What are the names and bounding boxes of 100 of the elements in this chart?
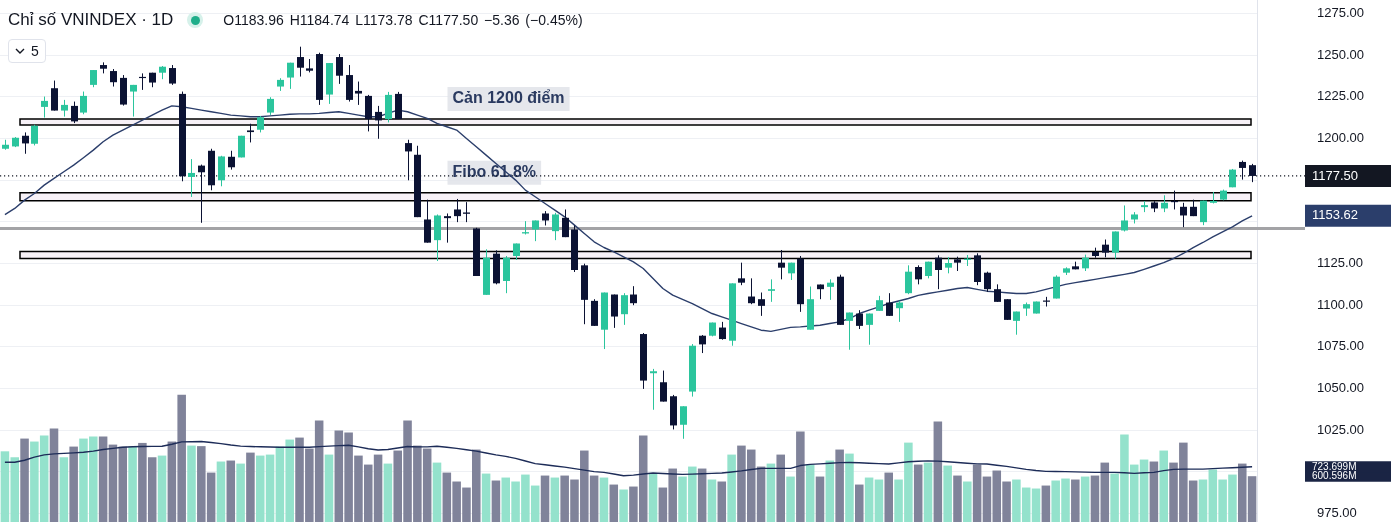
- candlestick: [856, 309, 863, 330]
- candlestick: [365, 94, 372, 132]
- bar: [324, 454, 334, 522]
- bar: [953, 475, 962, 522]
- bar: [1071, 479, 1080, 522]
- bar: [236, 463, 245, 522]
- candlestick: [738, 262, 745, 286]
- candlestick: [424, 199, 431, 244]
- bar: [963, 481, 972, 522]
- candlestick: [336, 53, 343, 85]
- bar: [707, 479, 717, 522]
- candlestick: [562, 208, 569, 238]
- bar: [20, 438, 29, 522]
- bar: [805, 464, 815, 522]
- bar: [796, 431, 805, 522]
- ref-line-label: 1177.50: [1312, 167, 1359, 183]
- text: O1183.96 H1184.74 L1173.78 C1177.50 −5.36 (−0.45%): [223, 12, 583, 28]
- candlestick: [1121, 204, 1128, 232]
- bar: [69, 446, 78, 522]
- candlestick: [454, 198, 461, 223]
- candlestick: [130, 84, 137, 118]
- y-tick-label: 1025.00: [1317, 421, 1364, 437]
- bar: [540, 475, 550, 522]
- candlestick: [758, 292, 765, 317]
- candlestick: [503, 255, 510, 294]
- bar: [550, 477, 560, 522]
- bar: [1149, 461, 1159, 522]
- text: 1153.62: [1312, 207, 1359, 223]
- bar: [717, 481, 727, 522]
- candlestick: [915, 264, 922, 285]
- candlestick: [355, 81, 362, 106]
- candlestick: [621, 292, 628, 326]
- bar: [157, 455, 167, 522]
- bar: [786, 476, 795, 522]
- candlestick: [866, 313, 873, 346]
- bar: [835, 449, 844, 522]
- y-tick-label: 1050.00: [1317, 380, 1364, 396]
- candlestick: [984, 271, 991, 293]
- candlestick: [1249, 163, 1256, 183]
- bar: [1159, 450, 1168, 522]
- candlestick: [22, 131, 29, 155]
- bar: [599, 477, 609, 522]
- candlestick: [768, 278, 775, 303]
- candlestick: [935, 254, 942, 290]
- bar: [855, 484, 864, 522]
- candlestick: [463, 201, 470, 223]
- band-label: Cản 1200 điểm: [452, 89, 565, 107]
- bar: [491, 480, 501, 522]
- bar: [1198, 479, 1208, 522]
- bar: [226, 460, 236, 522]
- bar: [1100, 462, 1110, 522]
- bar: [383, 463, 393, 522]
- candlestick: [297, 46, 304, 78]
- candlestick: [630, 285, 637, 306]
- candlestick: [405, 139, 412, 181]
- bar: [943, 465, 952, 522]
- annotation: 5: [31, 43, 39, 59]
- candlestick: [71, 101, 78, 124]
- bar: [246, 452, 255, 522]
- y-tick-label: 975.00: [1317, 505, 1357, 521]
- y-tick-label: 1200.00: [1317, 130, 1364, 145]
- bar: [884, 472, 894, 522]
- candlestick: [905, 264, 912, 295]
- y-tick-label: 1250.00: [1317, 46, 1364, 62]
- candlestick: [218, 155, 225, 187]
- candlestick: [247, 123, 254, 143]
- bar: [923, 462, 933, 522]
- bar: [432, 462, 442, 522]
- bar: [187, 445, 196, 522]
- bar: [825, 460, 835, 522]
- candlestick: [1112, 230, 1119, 260]
- candlestick: [1180, 202, 1187, 228]
- candlestick: [886, 292, 893, 317]
- candlestick: [228, 150, 235, 171]
- candlestick: [650, 368, 657, 411]
- bar: [619, 489, 628, 522]
- bar: [128, 446, 137, 522]
- bar: [1090, 475, 1100, 522]
- candlestick: [699, 334, 706, 354]
- bar: [776, 454, 785, 522]
- candlestick: [169, 64, 176, 86]
- bar: [98, 436, 108, 522]
- bar: [49, 428, 59, 522]
- y2-tick-label: 723.699M: [1312, 461, 1357, 473]
- candlestick: [552, 212, 559, 241]
- candlestick: [660, 370, 667, 403]
- bar: [874, 479, 884, 522]
- bar: [481, 473, 491, 522]
- candlestick: [1200, 200, 1207, 226]
- bar: [933, 421, 943, 522]
- bar: [59, 457, 69, 522]
- bar: [1031, 488, 1041, 522]
- candlestick: [51, 80, 58, 112]
- text: Chỉ số VNINDEX · 1D: [8, 10, 174, 30]
- bar: [815, 476, 825, 522]
- candlestick: [1239, 160, 1246, 181]
- candlestick: [1053, 274, 1060, 300]
- y2-tick-label: 600.596M: [1312, 470, 1357, 482]
- bar: [766, 463, 776, 522]
- bar: [1041, 485, 1051, 522]
